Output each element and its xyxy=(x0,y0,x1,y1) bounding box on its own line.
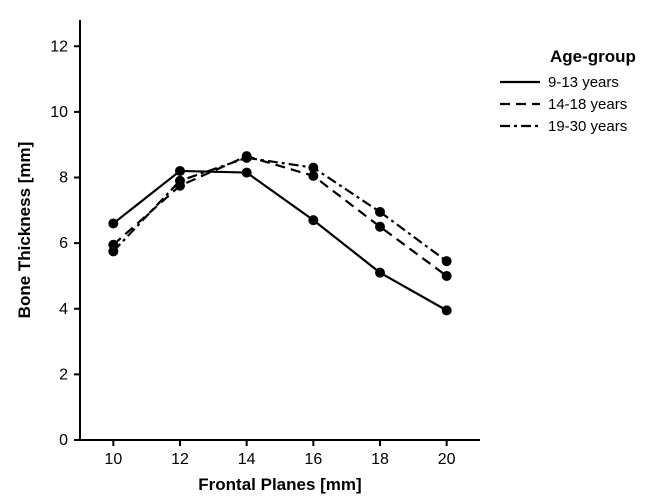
series-marker xyxy=(309,163,318,172)
y-tick-label: 4 xyxy=(59,301,68,318)
series-marker xyxy=(109,247,118,256)
series-marker xyxy=(376,268,385,277)
series-marker xyxy=(176,166,185,175)
legend-label: 14-18 years xyxy=(548,96,627,113)
y-tick-label: 12 xyxy=(50,38,68,55)
legend-label: 9-13 years xyxy=(548,74,619,91)
x-tick-label: 16 xyxy=(304,451,322,468)
y-axis-label: Bone Thickness [mm] xyxy=(15,142,34,319)
x-tick-label: 10 xyxy=(104,451,122,468)
series-marker xyxy=(242,153,251,162)
series-marker xyxy=(376,207,385,216)
x-tick-label: 14 xyxy=(238,451,256,468)
x-tick-label: 18 xyxy=(371,451,389,468)
series-marker xyxy=(442,271,451,280)
x-axis-label: Frontal Planes [mm] xyxy=(198,475,361,494)
series-marker xyxy=(309,171,318,180)
series-marker xyxy=(376,222,385,231)
x-tick-label: 12 xyxy=(171,451,189,468)
y-tick-label: 2 xyxy=(59,366,68,383)
series-line xyxy=(113,156,446,276)
series-marker xyxy=(442,257,451,266)
legend-label: 19-30 years xyxy=(548,118,627,135)
series-marker xyxy=(309,216,318,225)
series-line xyxy=(113,171,446,310)
y-tick-label: 0 xyxy=(59,432,68,449)
series-marker xyxy=(442,306,451,315)
series-marker xyxy=(176,176,185,185)
y-tick-label: 10 xyxy=(50,104,68,121)
chart-container: 0 2 4 6 8 10 12 10 12 14 16 18 20 Frontal Planes [mm]… xyxy=(0,0,664,500)
x-tick-label: 20 xyxy=(438,451,456,468)
series-marker xyxy=(242,168,251,177)
series-marker xyxy=(109,219,118,228)
legend-title: Age-group xyxy=(550,47,636,66)
y-tick-label: 6 xyxy=(59,235,68,252)
y-tick-label: 8 xyxy=(59,170,68,187)
line-chart: 0 2 4 6 8 10 12 10 12 14 16 18 20 Frontal Planes [mm]… xyxy=(0,0,664,500)
series-line xyxy=(113,158,446,261)
